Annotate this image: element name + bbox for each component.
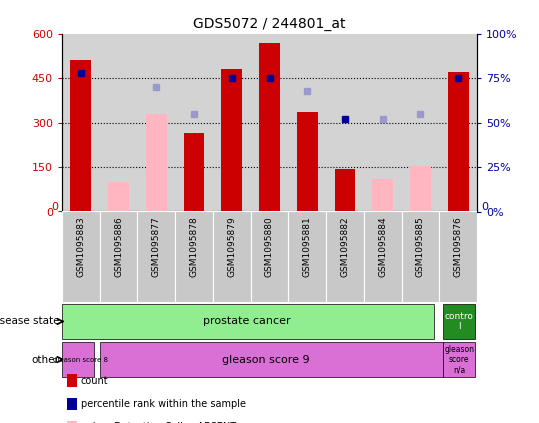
Text: GSM1095884: GSM1095884: [378, 216, 387, 277]
Text: disease state: disease state: [0, 316, 59, 327]
Text: gleason score 8: gleason score 8: [53, 357, 108, 363]
Bar: [62, 343, 94, 376]
Text: GSM1095880: GSM1095880: [265, 216, 274, 277]
Bar: [335, 169, 355, 212]
Text: GSM1095882: GSM1095882: [341, 216, 349, 277]
Bar: [288, 212, 326, 302]
Bar: [443, 305, 475, 338]
Bar: [108, 182, 129, 212]
Text: GSM1095886: GSM1095886: [114, 216, 123, 277]
Bar: [439, 212, 477, 302]
Text: GSM1095878: GSM1095878: [190, 216, 198, 277]
Bar: [402, 212, 439, 302]
Bar: [259, 43, 280, 212]
Text: contro
l: contro l: [445, 312, 474, 331]
Text: GSM1095876: GSM1095876: [454, 216, 462, 277]
Bar: [326, 212, 364, 302]
Bar: [100, 212, 137, 302]
Text: value, Detection Call = ABSENT: value, Detection Call = ABSENT: [81, 422, 236, 423]
Bar: [222, 69, 242, 212]
Bar: [62, 212, 100, 302]
Text: 0: 0: [51, 201, 58, 212]
Text: GSM1095883: GSM1095883: [77, 216, 85, 277]
Bar: [297, 113, 317, 212]
Text: gleason
score
n/a: gleason score n/a: [444, 345, 474, 374]
Bar: [213, 212, 251, 302]
Text: GSM1095881: GSM1095881: [303, 216, 312, 277]
Text: count: count: [81, 376, 108, 386]
Text: 0: 0: [481, 201, 488, 212]
Bar: [100, 343, 443, 376]
Bar: [443, 343, 475, 376]
Bar: [184, 133, 204, 212]
Text: GSM1095879: GSM1095879: [227, 216, 236, 277]
Bar: [62, 305, 433, 338]
Text: prostate cancer: prostate cancer: [203, 316, 291, 327]
Bar: [71, 60, 91, 212]
Bar: [251, 212, 288, 302]
Text: other: other: [31, 354, 59, 365]
Text: GSM1095877: GSM1095877: [152, 216, 161, 277]
Text: GSM1095885: GSM1095885: [416, 216, 425, 277]
Text: percentile rank within the sample: percentile rank within the sample: [81, 399, 246, 409]
Bar: [364, 212, 402, 302]
Bar: [372, 179, 393, 212]
Title: GDS5072 / 244801_at: GDS5072 / 244801_at: [194, 17, 345, 31]
Bar: [175, 212, 213, 302]
Text: gleason score 9: gleason score 9: [222, 354, 309, 365]
Bar: [146, 114, 167, 212]
Bar: [137, 212, 175, 302]
Bar: [448, 72, 468, 212]
Bar: [410, 166, 431, 212]
